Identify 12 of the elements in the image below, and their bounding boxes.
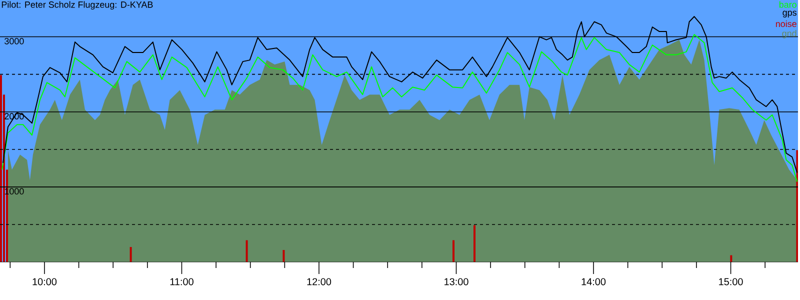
x-tick-label: 12:00 [307, 278, 332, 286]
y-tick-label: 3000 [4, 38, 24, 44]
x-tick-label: 13:00 [444, 278, 468, 286]
text: gnd [782, 30, 796, 38]
text: noise [776, 20, 796, 28]
x-tick-label: 11:00 [170, 278, 194, 286]
x-tick-label: 14:00 [582, 278, 606, 286]
x-tick-label: 15:00 [719, 278, 743, 286]
x-tick-label: 10:00 [32, 278, 57, 286]
chart-title: Pilot: Peter Scholz Flugzeug: D-KYAB [2, 1, 153, 10]
text: gps [782, 10, 796, 18]
text: baro [779, 1, 796, 8]
